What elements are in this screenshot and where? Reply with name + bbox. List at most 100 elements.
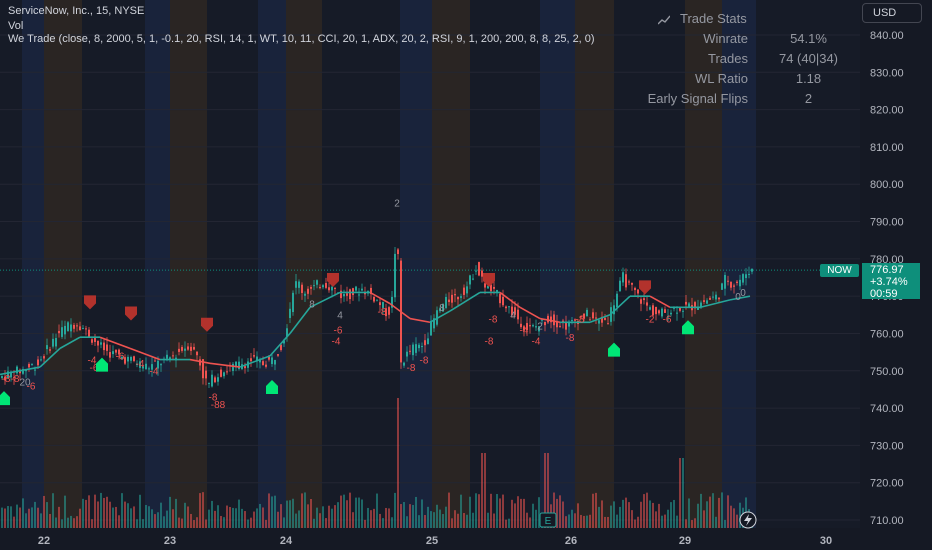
- candle-body: [46, 345, 48, 350]
- currency-button[interactable]: USD: [862, 3, 922, 23]
- trade-label: -4: [150, 367, 159, 378]
- ma-segment: [99, 336, 131, 350]
- volume-bar: [325, 518, 327, 528]
- candle-body: [118, 349, 120, 355]
- buy-signal-marker: [682, 320, 694, 335]
- volume-bar: [244, 511, 246, 528]
- candle-body: [379, 302, 381, 306]
- candle-body: [148, 368, 150, 370]
- trade-label: -8: [489, 314, 498, 325]
- volume-legend[interactable]: Vol: [8, 20, 24, 32]
- volume-bar: [130, 508, 132, 528]
- volume-bar: [643, 494, 645, 528]
- time-tick-label: 29: [679, 535, 691, 547]
- volume-bar: [499, 498, 501, 528]
- candle-body: [157, 360, 159, 369]
- volume-bar: [262, 507, 264, 528]
- candle-body: [640, 299, 642, 304]
- volume-bar: [523, 498, 525, 528]
- volume-bar: [61, 519, 63, 528]
- symbol-title[interactable]: ServiceNow, Inc., 15, NYSE: [8, 5, 145, 17]
- candle-body: [466, 286, 468, 294]
- ma-segment: [649, 295, 671, 309]
- volume-bar: [31, 507, 33, 528]
- time-tick-label: 30: [820, 535, 832, 547]
- volume-bar: [196, 517, 198, 528]
- volume-bar: [538, 497, 540, 528]
- candle-body: [310, 287, 312, 289]
- volume-bar: [187, 506, 189, 528]
- candle-body: [295, 281, 297, 288]
- volume-bar: [229, 506, 231, 528]
- candle-body: [643, 298, 645, 301]
- volume-bar: [454, 510, 456, 528]
- candle-body: [409, 350, 411, 352]
- volume-bar: [451, 518, 453, 528]
- trade-label: 2: [537, 322, 543, 333]
- volume-bar: [724, 519, 726, 528]
- volume-bar: [544, 453, 546, 528]
- volume-bar: [22, 498, 24, 528]
- trade-label: -8: [407, 363, 416, 374]
- candle-body: [589, 319, 591, 321]
- candle-body: [460, 296, 462, 298]
- trade-label: 4: [337, 311, 343, 322]
- stat-row-trades: Trades 74 (40|34): [640, 48, 855, 68]
- candle-body: [151, 364, 153, 370]
- stat-value: 74 (40|34): [778, 50, 839, 66]
- candle-body: [721, 283, 723, 290]
- candle-body: [676, 312, 678, 314]
- candle-body: [7, 371, 9, 379]
- candle-body: [370, 287, 372, 295]
- candle-body: [40, 359, 42, 361]
- volume-bar: [409, 504, 411, 528]
- candle-body: [535, 326, 537, 328]
- candle-body: [442, 304, 444, 312]
- candle-body: [439, 308, 441, 312]
- time-axis-bg[interactable]: [0, 528, 932, 550]
- candle-body: [4, 376, 6, 381]
- candle-body: [178, 348, 180, 352]
- indicator-legend[interactable]: We Trade (close, 8, 2000, 5, 1, -0.1, 20…: [8, 33, 595, 45]
- volume-bar: [670, 502, 672, 528]
- candle-body: [430, 320, 432, 336]
- volume-bar: [403, 502, 405, 528]
- volume-bar: [376, 493, 378, 528]
- candle-body: [325, 283, 327, 288]
- buy-signal-marker: [0, 391, 10, 406]
- volume-bar: [148, 506, 150, 528]
- candle-body: [685, 301, 687, 305]
- volume-bar: [424, 515, 426, 528]
- volume-bar: [400, 504, 402, 528]
- volume-bar: [736, 514, 738, 528]
- candle-body: [313, 285, 315, 287]
- volume-bar: [166, 510, 168, 528]
- ma-segment: [699, 299, 731, 309]
- volume-bar: [232, 507, 234, 528]
- ma-segment: [449, 291, 481, 312]
- price-axis[interactable]: 840.00 830.00 820.00 810.00 800.00 790.00 780.…: [870, 30, 904, 527]
- volume-bar: [136, 519, 138, 528]
- candle-body: [532, 325, 534, 327]
- volume-bar: [532, 503, 534, 528]
- candle-body: [187, 346, 189, 350]
- volume-bar: [652, 502, 654, 528]
- volume-bar: [250, 517, 252, 528]
- volume-bar: [490, 493, 492, 528]
- ma-segment: [59, 336, 81, 350]
- session-band: [540, 0, 575, 528]
- volume-bar: [64, 495, 66, 528]
- candle-body: [259, 358, 261, 363]
- candle-body: [751, 268, 753, 272]
- ma-segment: [519, 306, 541, 320]
- earnings-e-icon[interactable]: E: [539, 512, 557, 528]
- candle-body: [478, 262, 480, 276]
- candle-body: [328, 287, 330, 291]
- volume-bar: [238, 499, 240, 528]
- volume-bar: [94, 494, 96, 528]
- lightning-icon[interactable]: [739, 511, 757, 529]
- session-band: [22, 0, 44, 528]
- volume-bar: [487, 512, 489, 528]
- time-axis[interactable]: 22 23 24 25 26 29 30: [38, 535, 832, 547]
